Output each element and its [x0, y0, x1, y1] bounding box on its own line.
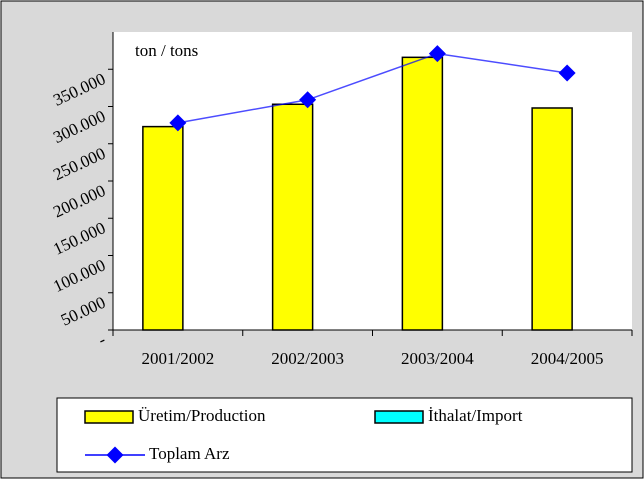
- legend-swatch: [374, 410, 424, 424]
- marker: [169, 114, 187, 132]
- bar: [531, 107, 573, 331]
- legend-label: Üretim/Production: [138, 406, 266, 425]
- bar: [142, 125, 184, 331]
- unit-annotation: ton / tons: [135, 41, 198, 60]
- legend-swatch: [84, 410, 134, 424]
- marker: [299, 91, 317, 109]
- x-tick-label: 2002/2003: [271, 349, 344, 368]
- bar: [271, 103, 314, 331]
- x-tick-label: 2001/2002: [142, 349, 215, 368]
- line: [177, 52, 568, 124]
- x-tick-label: 2003/2004: [401, 349, 474, 368]
- x-tick-label: 2004/2005: [531, 349, 604, 368]
- legend-marker: [106, 446, 124, 464]
- legend-label: İthalat/Import: [428, 406, 523, 425]
- legend-label: Toplam Arz: [149, 444, 230, 463]
- marker: [558, 64, 576, 82]
- bar: [401, 56, 444, 331]
- legend: [56, 397, 633, 473]
